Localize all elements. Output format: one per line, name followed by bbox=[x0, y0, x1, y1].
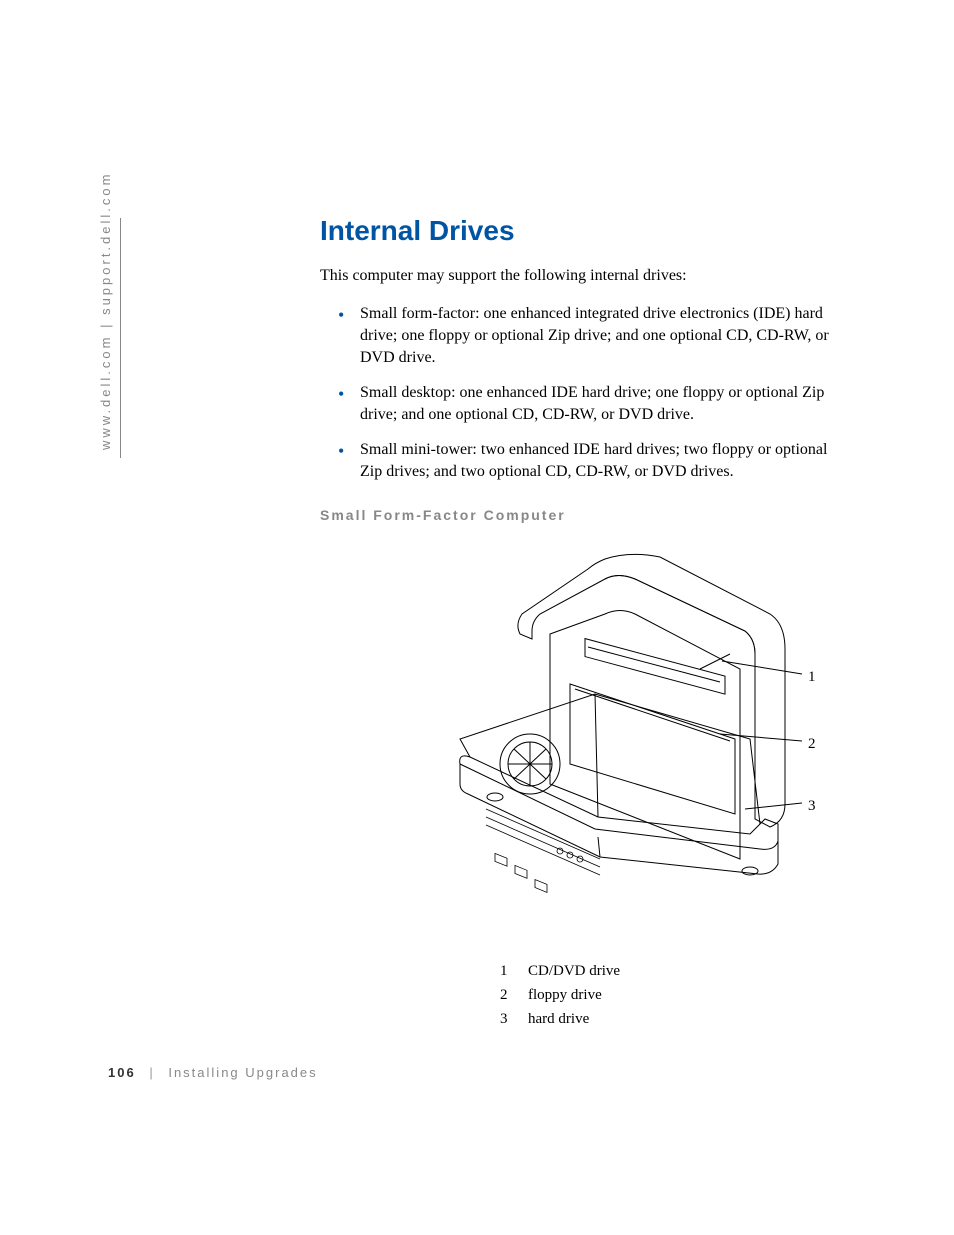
legend-row: 1 CD/DVD drive bbox=[500, 959, 850, 983]
diagram-subheading: Small Form-Factor Computer bbox=[320, 507, 850, 523]
page-footer: 106 | Installing Upgrades bbox=[108, 1065, 318, 1080]
legend-row: 3 hard drive bbox=[500, 1007, 850, 1031]
sidebar-divider bbox=[120, 218, 121, 458]
list-item: Small form-factor: one enhanced integrat… bbox=[338, 303, 850, 368]
diagram-callout-3: 3 bbox=[808, 798, 816, 815]
sidebar-url-text: www.dell.com | support.dell.com bbox=[98, 172, 113, 450]
intro-paragraph: This computer may support the following … bbox=[320, 265, 850, 287]
legend-number: 3 bbox=[500, 1007, 528, 1031]
legend-label: hard drive bbox=[528, 1007, 589, 1031]
diagram-callout-2: 2 bbox=[808, 736, 816, 753]
legend-label: floppy drive bbox=[528, 983, 602, 1007]
diagram-callout-1: 1 bbox=[808, 669, 816, 686]
footer-separator: | bbox=[149, 1065, 154, 1080]
footer-section-title: Installing Upgrades bbox=[168, 1065, 317, 1080]
page-heading: Internal Drives bbox=[320, 215, 850, 247]
legend-number: 2 bbox=[500, 983, 528, 1007]
diagram-legend: 1 CD/DVD drive 2 floppy drive 3 hard dri… bbox=[500, 959, 850, 1031]
legend-label: CD/DVD drive bbox=[528, 959, 620, 983]
page-number: 106 bbox=[108, 1065, 136, 1080]
main-content: Internal Drives This computer may suppor… bbox=[320, 215, 850, 1031]
computer-diagram: 1 2 3 bbox=[400, 539, 830, 919]
legend-number: 1 bbox=[500, 959, 528, 983]
drive-support-list: Small form-factor: one enhanced integrat… bbox=[338, 303, 850, 482]
list-item: Small desktop: one enhanced IDE hard dri… bbox=[338, 382, 850, 425]
diagram-svg bbox=[400, 539, 830, 919]
legend-row: 2 floppy drive bbox=[500, 983, 850, 1007]
list-item: Small mini-tower: two enhanced IDE hard … bbox=[338, 439, 850, 482]
